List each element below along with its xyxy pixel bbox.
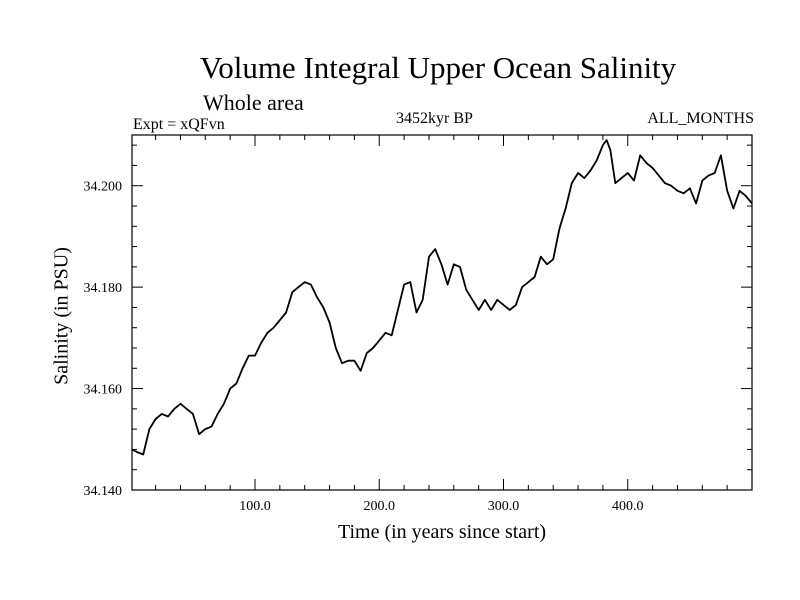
y-tick-label: 34.140: [84, 484, 123, 499]
chart-title: Volume Integral Upper Ocean Salinity: [199, 50, 677, 85]
x-tick-label: 200.0: [364, 499, 396, 514]
y-tick-label: 34.180: [84, 281, 123, 296]
salinity-series-line: [131, 139, 753, 456]
months-label: ALL_MONTHS: [647, 110, 754, 127]
period-label: 3452kyr BP: [396, 110, 473, 127]
experiment-label: Expt = xQFvn: [133, 116, 225, 133]
x-tick-label: 100.0: [239, 499, 271, 514]
y-tick-label: 34.200: [84, 180, 123, 195]
chart-subtitle: Whole area: [203, 90, 304, 115]
x-tick-label: 300.0: [488, 499, 520, 514]
x-tick-label: 400.0: [612, 499, 644, 514]
y-tick-label: 34.160: [84, 383, 123, 398]
plot-frame: [131, 134, 753, 491]
x-axis-label: Time (in years since start): [337, 521, 547, 543]
